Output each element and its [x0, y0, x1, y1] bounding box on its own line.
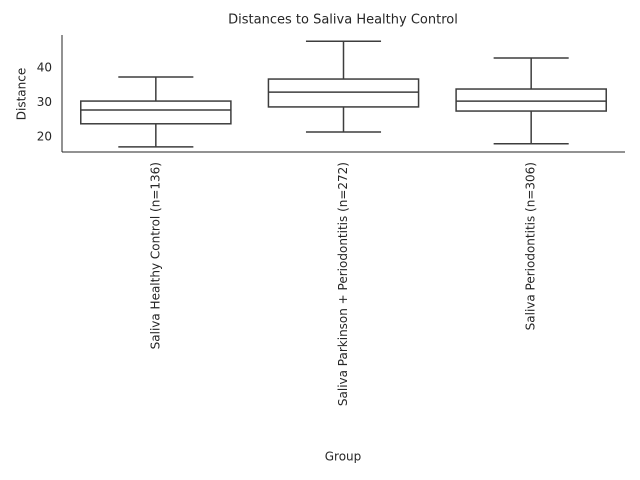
x-axis-label: Group [325, 450, 362, 464]
y-tick-label: 30 [37, 95, 52, 109]
x-tick-label: Saliva Parkinson + Periodontitis (n=272) [336, 162, 350, 406]
y-axis-label: Distance [15, 68, 29, 120]
x-tick-label: Saliva Periodontitis (n=306) [524, 162, 538, 330]
box [267, 78, 420, 108]
y-tick-label: 20 [37, 129, 52, 143]
box [80, 100, 232, 125]
box [455, 88, 607, 112]
chart-title: Distances to Saliva Healthy Control [228, 13, 458, 28]
y-tick-label: 40 [37, 61, 52, 75]
x-tick-label: Saliva Healthy Control (n=136) [148, 162, 162, 349]
